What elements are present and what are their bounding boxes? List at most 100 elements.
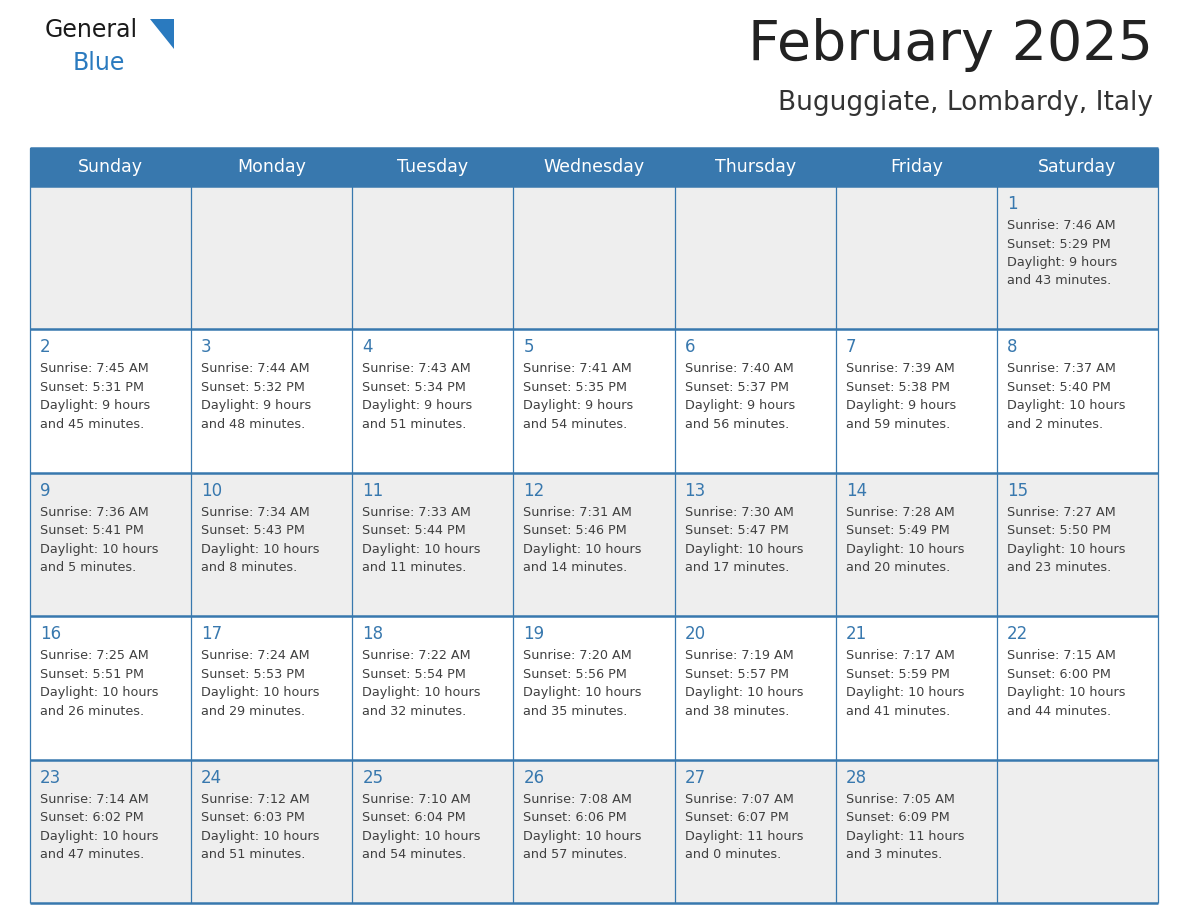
Text: Sunrise: 7:19 AM: Sunrise: 7:19 AM [684, 649, 794, 662]
Text: Sunrise: 7:05 AM: Sunrise: 7:05 AM [846, 792, 955, 806]
Text: and 44 minutes.: and 44 minutes. [1007, 705, 1111, 718]
Bar [513, 330, 675, 473]
Bar [191, 148, 353, 186]
Text: 6: 6 [684, 339, 695, 356]
Text: Sunset: 6:04 PM: Sunset: 6:04 PM [362, 812, 466, 824]
Bar [835, 330, 997, 473]
Text: 13: 13 [684, 482, 706, 499]
Text: Daylight: 10 hours: Daylight: 10 hours [524, 686, 642, 700]
Text: and 32 minutes.: and 32 minutes. [362, 705, 467, 718]
Bar [835, 186, 997, 330]
Bar [997, 616, 1158, 759]
Text: Daylight: 10 hours: Daylight: 10 hours [40, 686, 158, 700]
Text: and 51 minutes.: and 51 minutes. [201, 848, 305, 861]
Text: and 47 minutes.: and 47 minutes. [40, 848, 144, 861]
Text: and 59 minutes.: and 59 minutes. [846, 418, 950, 431]
Bar [30, 148, 191, 186]
Text: Sunset: 6:03 PM: Sunset: 6:03 PM [201, 812, 305, 824]
Text: 5: 5 [524, 339, 533, 356]
Bar [997, 148, 1158, 186]
Text: and 48 minutes.: and 48 minutes. [201, 418, 305, 431]
Text: Sunrise: 7:24 AM: Sunrise: 7:24 AM [201, 649, 310, 662]
Text: Sunrise: 7:17 AM: Sunrise: 7:17 AM [846, 649, 955, 662]
Bar [997, 473, 1158, 616]
Text: 15: 15 [1007, 482, 1028, 499]
Text: and 3 minutes.: and 3 minutes. [846, 848, 942, 861]
Text: 1: 1 [1007, 195, 1017, 213]
Text: Sunrise: 7:08 AM: Sunrise: 7:08 AM [524, 792, 632, 806]
Bar [191, 330, 353, 473]
Text: and 26 minutes.: and 26 minutes. [40, 705, 144, 718]
Bar [191, 759, 353, 903]
Bar [835, 148, 997, 186]
Text: General: General [45, 18, 138, 42]
Text: Sunrise: 7:43 AM: Sunrise: 7:43 AM [362, 363, 470, 375]
Bar [675, 330, 835, 473]
Text: Daylight: 10 hours: Daylight: 10 hours [40, 543, 158, 555]
Bar [191, 186, 353, 330]
Text: and 35 minutes.: and 35 minutes. [524, 705, 627, 718]
Text: Sunset: 5:50 PM: Sunset: 5:50 PM [1007, 524, 1111, 537]
Text: and 17 minutes.: and 17 minutes. [684, 561, 789, 575]
Text: Daylight: 10 hours: Daylight: 10 hours [1007, 543, 1125, 555]
Text: Daylight: 11 hours: Daylight: 11 hours [684, 830, 803, 843]
Text: Sunrise: 7:10 AM: Sunrise: 7:10 AM [362, 792, 472, 806]
Text: Sunrise: 7:31 AM: Sunrise: 7:31 AM [524, 506, 632, 519]
Text: Sunset: 5:37 PM: Sunset: 5:37 PM [684, 381, 789, 394]
Text: Daylight: 10 hours: Daylight: 10 hours [201, 543, 320, 555]
Text: Sunrise: 7:44 AM: Sunrise: 7:44 AM [201, 363, 310, 375]
Text: Sunrise: 7:12 AM: Sunrise: 7:12 AM [201, 792, 310, 806]
Text: Daylight: 10 hours: Daylight: 10 hours [524, 543, 642, 555]
Text: Tuesday: Tuesday [397, 158, 468, 176]
Text: 27: 27 [684, 768, 706, 787]
Text: Sunset: 5:44 PM: Sunset: 5:44 PM [362, 524, 466, 537]
Text: Sunrise: 7:39 AM: Sunrise: 7:39 AM [846, 363, 954, 375]
Text: Sunrise: 7:36 AM: Sunrise: 7:36 AM [40, 506, 148, 519]
Bar [675, 148, 835, 186]
Text: Daylight: 9 hours: Daylight: 9 hours [40, 399, 150, 412]
Text: Sunrise: 7:45 AM: Sunrise: 7:45 AM [40, 363, 148, 375]
Text: Sunrise: 7:25 AM: Sunrise: 7:25 AM [40, 649, 148, 662]
Text: and 54 minutes.: and 54 minutes. [362, 848, 467, 861]
Text: Sunset: 5:54 PM: Sunset: 5:54 PM [362, 667, 466, 681]
Text: Daylight: 10 hours: Daylight: 10 hours [201, 686, 320, 700]
Text: 3: 3 [201, 339, 211, 356]
Text: 28: 28 [846, 768, 867, 787]
Bar [675, 473, 835, 616]
Text: and 11 minutes.: and 11 minutes. [362, 561, 467, 575]
Text: Daylight: 10 hours: Daylight: 10 hours [684, 686, 803, 700]
Bar [675, 759, 835, 903]
Text: Sunrise: 7:22 AM: Sunrise: 7:22 AM [362, 649, 470, 662]
Bar [997, 186, 1158, 330]
Text: Sunset: 6:02 PM: Sunset: 6:02 PM [40, 812, 144, 824]
Bar [513, 759, 675, 903]
Bar [835, 616, 997, 759]
Text: Daylight: 10 hours: Daylight: 10 hours [1007, 686, 1125, 700]
Text: February 2025: February 2025 [748, 18, 1154, 72]
Text: and 20 minutes.: and 20 minutes. [846, 561, 950, 575]
Text: Sunset: 5:29 PM: Sunset: 5:29 PM [1007, 238, 1111, 251]
Text: and 5 minutes.: and 5 minutes. [40, 561, 137, 575]
Bar [191, 473, 353, 616]
Bar [513, 616, 675, 759]
Text: Daylight: 10 hours: Daylight: 10 hours [201, 830, 320, 843]
Text: Daylight: 10 hours: Daylight: 10 hours [1007, 399, 1125, 412]
Text: Sunset: 5:47 PM: Sunset: 5:47 PM [684, 524, 789, 537]
Text: Daylight: 9 hours: Daylight: 9 hours [201, 399, 311, 412]
Text: and 43 minutes.: and 43 minutes. [1007, 274, 1111, 287]
Text: Sunset: 5:41 PM: Sunset: 5:41 PM [40, 524, 144, 537]
Text: Sunset: 6:07 PM: Sunset: 6:07 PM [684, 812, 789, 824]
Text: Sunday: Sunday [78, 158, 143, 176]
Text: Daylight: 10 hours: Daylight: 10 hours [846, 686, 965, 700]
Text: Sunrise: 7:28 AM: Sunrise: 7:28 AM [846, 506, 954, 519]
Text: and 57 minutes.: and 57 minutes. [524, 848, 627, 861]
Text: and 56 minutes.: and 56 minutes. [684, 418, 789, 431]
Bar [675, 186, 835, 330]
Text: 10: 10 [201, 482, 222, 499]
Text: 23: 23 [40, 768, 62, 787]
Text: Sunset: 6:06 PM: Sunset: 6:06 PM [524, 812, 627, 824]
Text: Daylight: 9 hours: Daylight: 9 hours [846, 399, 956, 412]
Text: and 41 minutes.: and 41 minutes. [846, 705, 950, 718]
Bar [30, 759, 191, 903]
Text: Daylight: 9 hours: Daylight: 9 hours [1007, 256, 1117, 269]
